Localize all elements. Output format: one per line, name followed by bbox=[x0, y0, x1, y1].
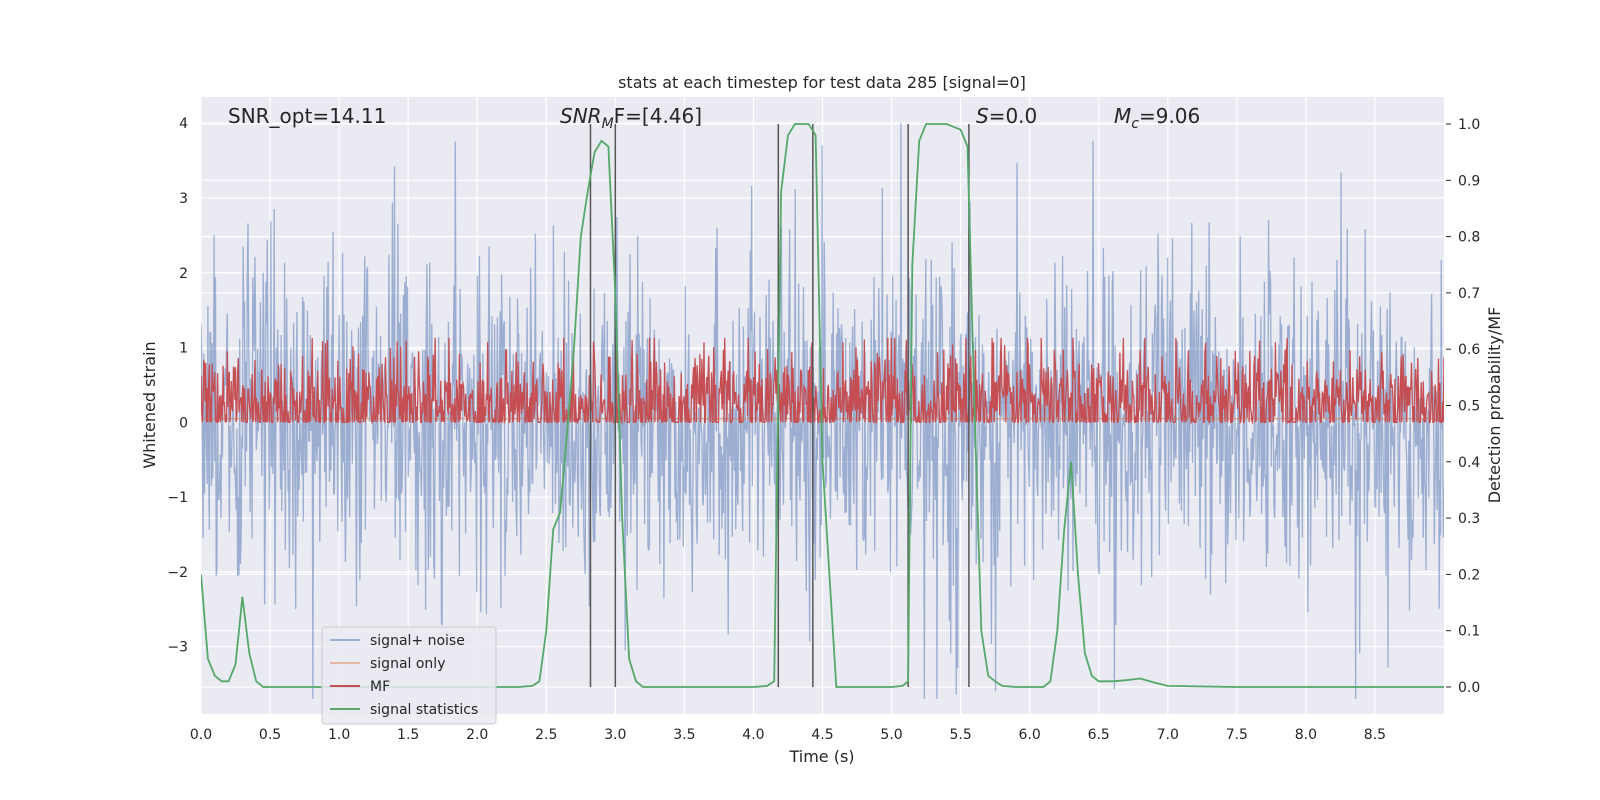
x-tick-label: 1.0 bbox=[328, 727, 350, 743]
y-left-tick-label: 4 bbox=[179, 116, 188, 132]
legend-label-mf: MF bbox=[370, 679, 390, 695]
annotation-mc-sub: c bbox=[1131, 116, 1139, 132]
y-left-tick-label: 1 bbox=[179, 341, 188, 357]
series-signal-noise bbox=[201, 123, 1444, 700]
x-tick-label: 7.0 bbox=[1157, 727, 1179, 743]
legend-label-signal-only: signal only bbox=[370, 656, 445, 672]
y-right-tick-label: 0.5 bbox=[1458, 399, 1480, 415]
legend-label-signal-statistics: signal statistics bbox=[370, 702, 478, 718]
x-tick-label: 4.0 bbox=[742, 727, 764, 743]
y-left-tick-label: 2 bbox=[179, 266, 188, 282]
x-tick-label: 0.0 bbox=[190, 727, 212, 743]
x-tick-label: 6.0 bbox=[1019, 727, 1041, 743]
x-tick-label: 3.5 bbox=[673, 727, 695, 743]
x-tick-labels: 0.0 0.5 1.0 1.5 2.0 2.5 3.0 3.5 4.0 4.5 5.0 5.5 6.0 6… bbox=[190, 727, 1386, 743]
x-tick-label: 2.0 bbox=[466, 727, 488, 743]
annotation-snr-mf-sub: M bbox=[602, 116, 614, 132]
x-tick-label: 4.5 bbox=[811, 727, 833, 743]
y-right-tick-labels: 0.0 0.1 0.2 0.3 0.4 0.5 0.6 0.7 0.8 0.9 1.0 bbox=[1446, 117, 1480, 696]
legend-box bbox=[321, 626, 497, 725]
annotation-mc-rest: =9.06 bbox=[1139, 104, 1200, 128]
annotation-mc: Mc=9.06 bbox=[1114, 104, 1200, 132]
y-right-tick-label: 0.6 bbox=[1458, 342, 1480, 358]
y-left-tick-label: −1 bbox=[167, 490, 188, 506]
x-tick-label: 7.5 bbox=[1226, 727, 1248, 743]
y-right-tick-label: 0.9 bbox=[1458, 173, 1480, 189]
x-tick-label: 0.5 bbox=[259, 727, 281, 743]
x-tick-label: 8.5 bbox=[1364, 727, 1386, 743]
x-tick-label: 8.0 bbox=[1295, 727, 1317, 743]
y-right-tick-label: 0.1 bbox=[1458, 624, 1480, 640]
annotation-s-main: S bbox=[976, 104, 989, 128]
annotation-s: S=0.0 bbox=[976, 104, 1037, 128]
x-tick-label: 5.0 bbox=[880, 727, 902, 743]
annotation-snr-mf-main: SNR bbox=[560, 104, 602, 128]
y-right-axis-title: Detection probability/MF bbox=[1485, 307, 1504, 504]
annotation-snr-mf: SNRMF=[4.46] bbox=[560, 104, 702, 132]
x-axis-title: Time (s) bbox=[788, 747, 854, 766]
chart-title: stats at each timestep for test data 285… bbox=[618, 73, 1026, 92]
annotation-s-rest: =0.0 bbox=[989, 104, 1038, 128]
legend: signal+ noise signal only MF signal stat… bbox=[321, 626, 497, 725]
y-right-tick-label: 0.3 bbox=[1458, 511, 1480, 527]
y-right-tick-label: 0.0 bbox=[1458, 680, 1480, 696]
y-left-axis-title: Whitened strain bbox=[140, 341, 159, 468]
y-right-tick-label: 0.2 bbox=[1458, 567, 1480, 583]
y-right-tick-label: 0.4 bbox=[1458, 455, 1480, 471]
x-tick-label: 1.5 bbox=[397, 727, 419, 743]
x-tick-label: 3.0 bbox=[604, 727, 626, 743]
y-left-tick-label: −3 bbox=[167, 640, 188, 656]
x-tick-label: 2.5 bbox=[535, 727, 557, 743]
y-right-tick-label: 1.0 bbox=[1458, 117, 1480, 133]
legend-label-signal-noise: signal+ noise bbox=[370, 633, 465, 649]
x-tick-label: 5.5 bbox=[949, 727, 971, 743]
y-right-tick-label: 0.7 bbox=[1458, 286, 1480, 302]
noise-line bbox=[201, 123, 1444, 700]
annotation-snr-mf-rest: F=[4.46] bbox=[614, 104, 702, 128]
y-left-tick-label: −2 bbox=[167, 565, 188, 581]
y-left-tick-labels: −3 −2 −1 0 1 2 3 4 bbox=[167, 116, 188, 656]
annotation-mc-main: M bbox=[1114, 104, 1131, 128]
x-tick-label: 6.5 bbox=[1088, 727, 1110, 743]
annotation-snr-opt: SNR_opt=14.11 bbox=[228, 104, 386, 128]
y-left-tick-label: 3 bbox=[179, 191, 188, 207]
y-right-tick-label: 0.8 bbox=[1458, 230, 1480, 246]
y-left-tick-label: 0 bbox=[179, 415, 188, 431]
